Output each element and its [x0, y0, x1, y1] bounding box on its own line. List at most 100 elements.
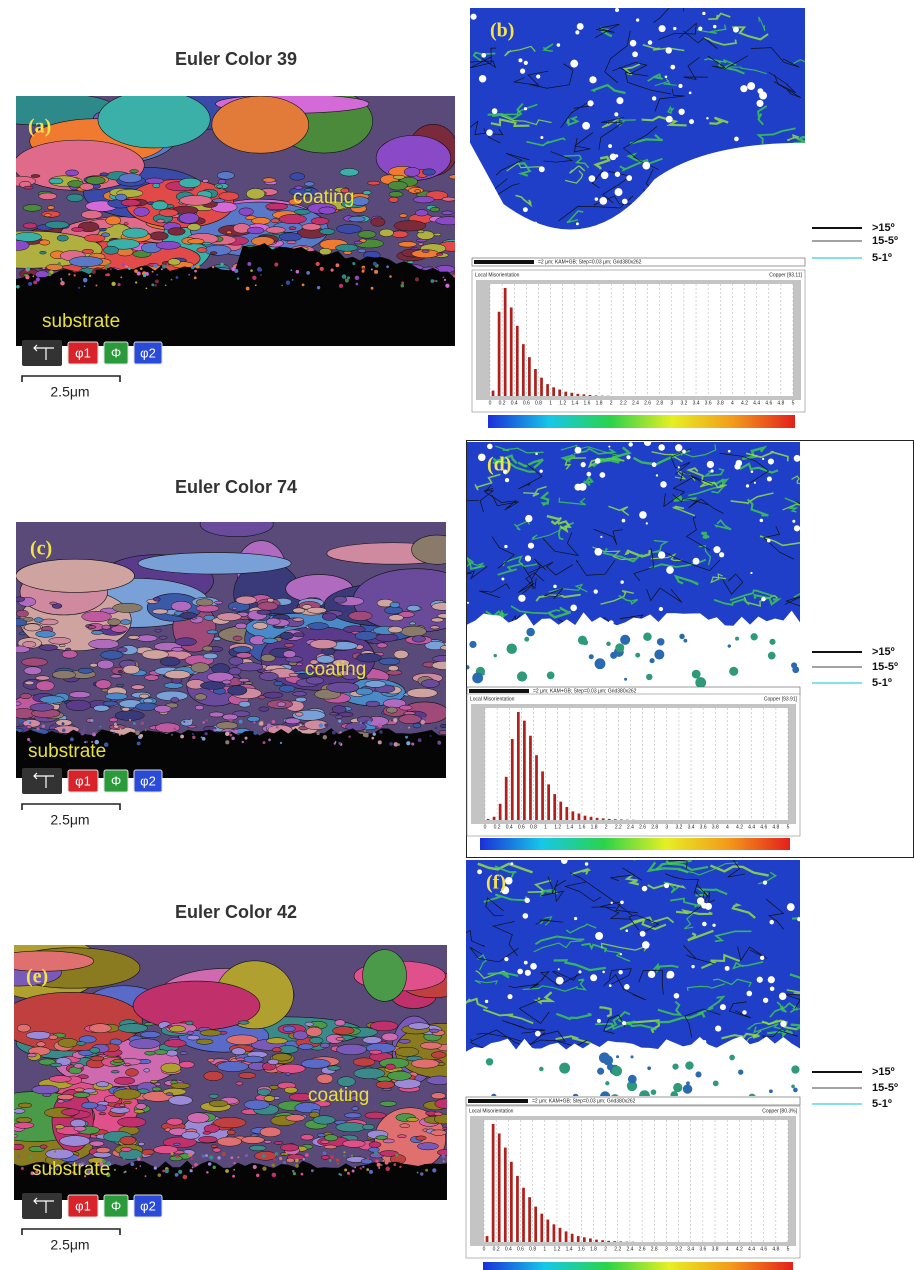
grain — [19, 632, 25, 635]
speck — [418, 738, 422, 742]
grain — [327, 682, 359, 692]
speck — [105, 268, 107, 270]
grain — [217, 1061, 248, 1071]
bar — [487, 819, 490, 820]
x-tick-label: 5 — [787, 1246, 790, 1252]
x-tick-label: 3.8 — [712, 824, 719, 830]
x-tick-label: 1.4 — [571, 400, 578, 406]
unindexed — [505, 877, 513, 885]
grain — [438, 613, 453, 618]
speck — [133, 722, 136, 725]
unindexed — [740, 85, 747, 92]
speck — [16, 285, 19, 288]
unindexed — [769, 920, 773, 924]
scale-bar — [22, 1229, 120, 1235]
grain — [411, 1059, 439, 1068]
grain — [321, 1156, 330, 1160]
scale-bar — [22, 804, 120, 810]
grain — [386, 707, 397, 713]
grain — [431, 618, 443, 622]
bar — [547, 784, 550, 820]
panel-label: (e) — [26, 966, 48, 988]
unindexed — [518, 58, 522, 62]
grain — [26, 1031, 51, 1039]
unindexed — [577, 23, 584, 30]
speck — [176, 1156, 179, 1159]
x-tick-label: 4.4 — [748, 1246, 755, 1252]
speck — [438, 741, 440, 743]
speck — [62, 729, 66, 733]
x-tick-label: 2.8 — [656, 400, 663, 406]
grain — [102, 625, 111, 629]
speck — [216, 720, 218, 722]
unindexed — [678, 84, 682, 88]
grain — [67, 194, 84, 202]
unindexed — [757, 977, 763, 983]
grain — [394, 221, 426, 231]
grain — [376, 1081, 395, 1088]
grain — [233, 646, 251, 652]
grain — [204, 1071, 223, 1080]
unindexed — [477, 869, 482, 874]
speck — [107, 263, 109, 265]
speck — [78, 287, 80, 289]
grain — [34, 618, 43, 623]
speck — [141, 722, 144, 725]
island — [672, 1063, 678, 1069]
grain — [317, 1074, 333, 1084]
grain — [196, 1039, 213, 1044]
grain — [71, 227, 84, 231]
grain — [91, 631, 103, 635]
unindexed — [535, 452, 538, 455]
speck — [347, 1172, 350, 1175]
grain — [280, 632, 294, 639]
grain — [306, 1027, 322, 1036]
grain — [118, 1117, 146, 1127]
grain — [336, 1038, 345, 1041]
speck — [272, 1163, 275, 1166]
grain — [124, 223, 128, 225]
speck — [389, 720, 391, 722]
speck — [208, 1162, 212, 1166]
x-tick-label: 1 — [543, 1246, 546, 1252]
strain-streak — [800, 177, 843, 185]
unindexed — [692, 200, 696, 204]
grain — [214, 1117, 246, 1127]
grain — [262, 638, 277, 643]
grain — [310, 639, 337, 648]
grain — [111, 674, 122, 678]
speck — [129, 719, 131, 721]
unindexed — [511, 241, 515, 245]
unindexed — [626, 175, 632, 181]
grain — [213, 199, 225, 203]
unindexed — [698, 27, 702, 31]
grain — [153, 597, 160, 601]
unindexed — [793, 184, 796, 187]
unindexed — [715, 1025, 721, 1031]
island — [729, 1055, 735, 1061]
bar — [571, 1234, 574, 1242]
grain — [418, 230, 424, 233]
strain-streak — [681, 234, 693, 251]
grain — [257, 1089, 270, 1096]
euler-key-label: Φ — [111, 1198, 121, 1213]
grain — [145, 675, 159, 681]
panel-title: Euler Color 42 — [175, 902, 297, 922]
grain — [97, 660, 113, 669]
bar — [584, 816, 587, 820]
grain — [74, 1064, 84, 1069]
grain — [354, 241, 362, 244]
grain — [155, 723, 179, 733]
grain — [76, 1042, 85, 1046]
grain — [336, 244, 358, 251]
grain — [435, 1099, 458, 1109]
grain — [203, 646, 213, 651]
speck — [323, 1152, 327, 1156]
speck — [389, 742, 393, 746]
grain-boundary — [736, 178, 774, 200]
grain — [155, 629, 162, 632]
grain — [187, 1031, 193, 1035]
grain — [96, 1147, 110, 1153]
speck — [178, 1170, 182, 1174]
grain — [449, 175, 461, 179]
